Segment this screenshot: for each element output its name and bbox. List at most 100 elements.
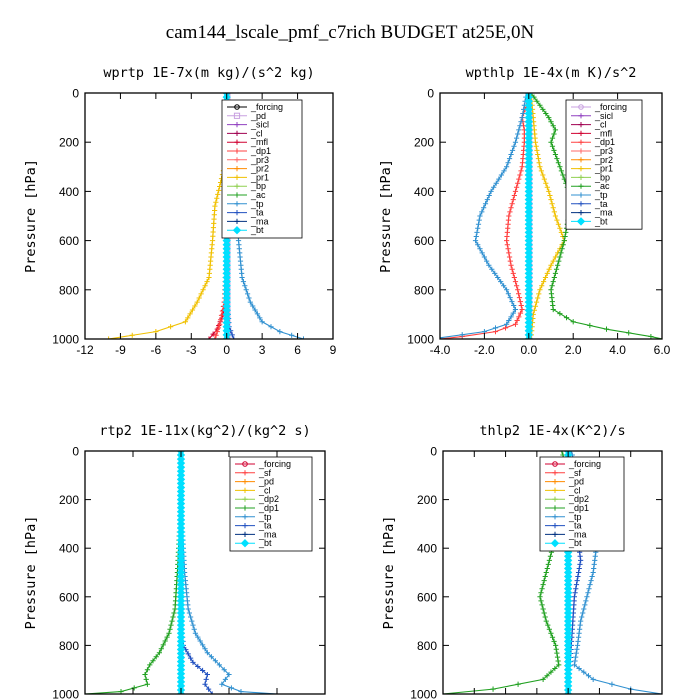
data-point_pr1 [555, 221, 561, 227]
y-tick-label: 400 [59, 542, 79, 556]
data-point_pr1 [548, 197, 554, 203]
legend-entry: _ma [571, 208, 613, 218]
data-point_ta [195, 663, 201, 670]
legend-label: _forcing [250, 102, 283, 112]
data-point_dp1 [540, 606, 546, 612]
data-point_tp [498, 172, 505, 178]
data-point_ta [574, 578, 580, 584]
data-point_dp1 [515, 287, 521, 293]
data-point_pr1 [196, 295, 202, 301]
data-point_dp1 [217, 321, 223, 327]
data-point_dp1 [541, 578, 547, 584]
data-point_pr1 [189, 307, 196, 313]
data-point_tp [580, 610, 586, 616]
data-point_dp1 [542, 614, 548, 620]
legend: _forcing_sf_pd_cl_dp2_dp1_tp_ta_ma_bt [229, 456, 313, 552]
legend-entry: _cl [545, 485, 581, 495]
legend-entry: _tp [545, 512, 582, 522]
data-point_ta [573, 582, 580, 588]
data-point_tp [189, 618, 195, 624]
legend-entry: _pr3 [227, 155, 269, 165]
data-point_pr1 [541, 176, 547, 182]
y-tick-label: 200 [417, 493, 437, 507]
data-point_pr1 [538, 168, 544, 174]
data-point_tp [496, 176, 502, 182]
data-point_dp1 [540, 582, 546, 588]
data-point_pr1 [537, 164, 543, 170]
y-tick-label: 1000 [407, 333, 434, 347]
data-point_dp1 [509, 266, 515, 272]
data-point_dp1 [548, 669, 554, 675]
legend-entry: _ta [235, 521, 272, 531]
series-line_tp [440, 93, 528, 339]
legend-marker [234, 201, 240, 207]
legend-marker [578, 130, 584, 136]
data-point_dp1 [552, 665, 558, 672]
data-point_pr1 [544, 270, 550, 276]
data-point_pr1 [182, 319, 188, 325]
data-point_tp [591, 561, 597, 567]
legend-entry: _dp2 [235, 494, 279, 504]
legend-label: _forcing [258, 459, 291, 469]
data-point_dp1 [546, 626, 552, 632]
legend-label: _ta [568, 521, 582, 531]
data-point_ta [576, 565, 582, 572]
data-point_ta [188, 655, 194, 661]
legend-marker [578, 104, 584, 110]
data-point_dp1 [559, 451, 565, 454]
legend-entry: _tp [571, 190, 608, 200]
legend-entry: _pr2 [227, 164, 269, 174]
data-point_dp1 [156, 650, 162, 656]
data-point_ac [587, 322, 593, 329]
data-point_pr1 [185, 315, 191, 321]
x-tick-label: 0 [178, 698, 185, 700]
legend-marker [552, 496, 558, 502]
legend-entry: _mfl [571, 128, 612, 138]
data-point_pr1 [557, 225, 563, 231]
data-point_tp [589, 573, 595, 580]
legend-label: _bt [568, 538, 582, 548]
y-tick-label: 400 [414, 185, 434, 199]
legend-marker [242, 531, 248, 537]
legend-entry: _pr1 [227, 172, 269, 182]
data-point_tp [240, 279, 247, 285]
x-tick-label: 3 [259, 343, 266, 357]
data-point_tp [572, 658, 578, 664]
data-point_tp [609, 681, 615, 687]
legend-label: _ta [594, 199, 608, 209]
data-point_tp [516, 127, 522, 133]
data-point_dp1 [543, 569, 549, 576]
data-point_dp1 [513, 184, 520, 190]
data-point_ac [560, 242, 566, 248]
legend-label: _mfl [594, 128, 612, 138]
data-point_tp [477, 213, 483, 219]
data-point_tp [504, 287, 510, 293]
legend-label: _sf [258, 468, 272, 478]
data-point_tp [257, 315, 263, 321]
data-point_ac [562, 233, 568, 240]
y-tick-label: 200 [59, 136, 79, 150]
legend-label: _dp1 [250, 146, 271, 156]
y-tick-label: 0 [427, 87, 434, 101]
data-point_dp1 [172, 606, 178, 612]
legend-marker [578, 139, 584, 145]
data-point_pr1 [554, 217, 560, 223]
legend-marker [550, 539, 560, 548]
legend-label: _forcing [568, 459, 601, 469]
data-point_pr1 [533, 143, 539, 149]
data-point_dp1 [510, 270, 516, 276]
legend-label: _pr2 [250, 164, 269, 174]
data-point_pr1 [214, 195, 220, 201]
data-point_ac [557, 310, 563, 317]
data-point_pr1 [549, 201, 555, 207]
data-point_tp [511, 143, 517, 149]
data-point_dp1 [544, 673, 550, 679]
data-point_dp1 [512, 188, 519, 194]
legend-marker [552, 479, 558, 485]
data-point_ta [575, 569, 582, 576]
data-point_dp1 [218, 312, 225, 318]
legend-label: _cl [568, 485, 581, 495]
data-point_pr1 [558, 229, 564, 235]
data-point_ta [202, 681, 208, 687]
